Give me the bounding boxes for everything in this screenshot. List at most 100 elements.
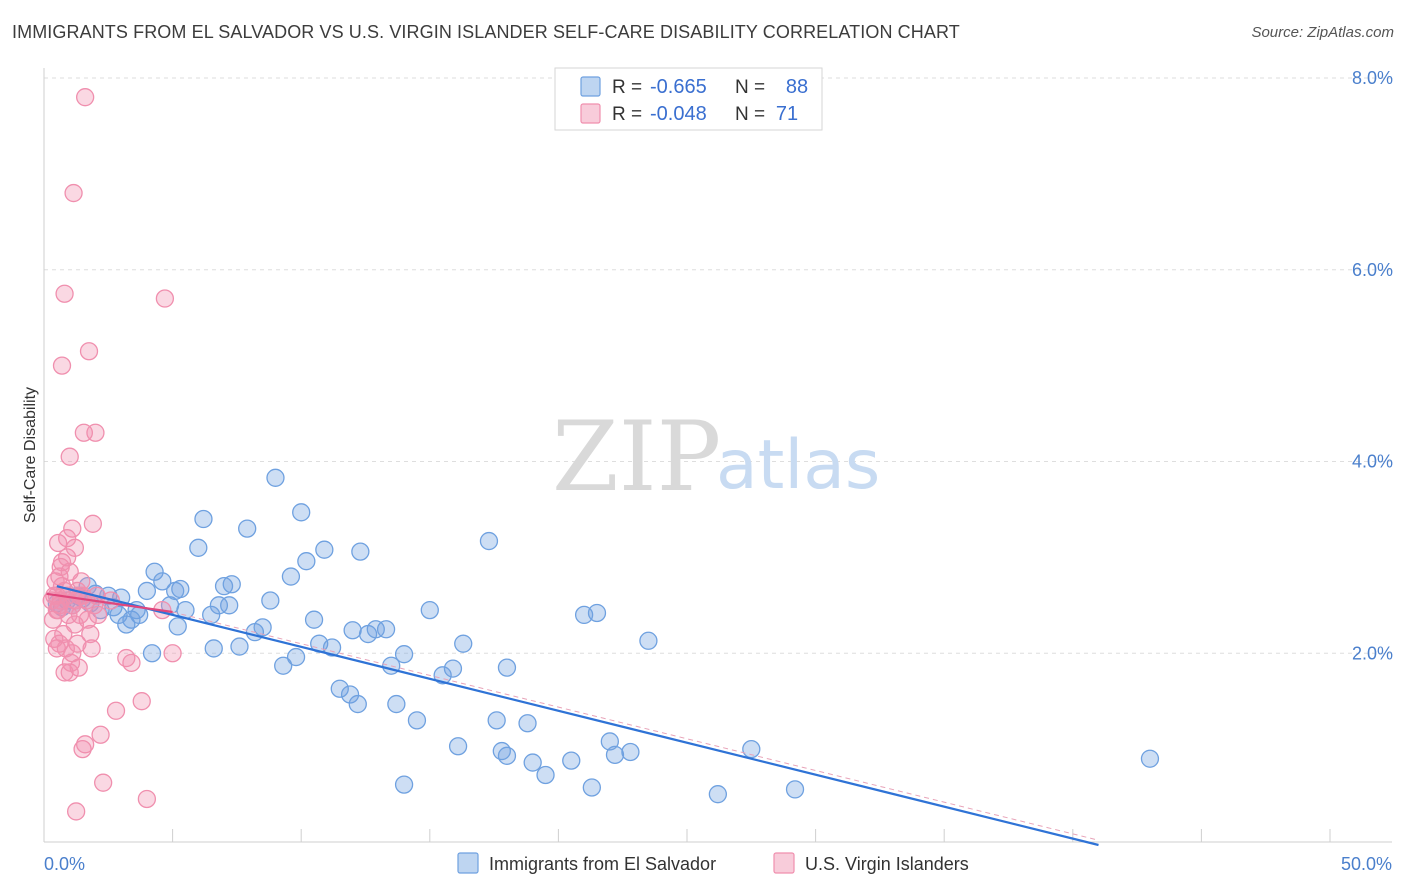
data-point <box>497 746 517 765</box>
data-point <box>343 621 362 640</box>
watermark: ZIP atlas <box>552 401 880 513</box>
gridlines <box>44 77 1392 654</box>
data-point <box>142 644 162 663</box>
data-point <box>600 732 619 751</box>
data-point <box>407 711 427 730</box>
series-virgin-islanders-points <box>42 88 182 821</box>
data-point <box>67 802 86 821</box>
data-point <box>82 639 101 658</box>
data-point <box>55 284 74 303</box>
data-point <box>209 596 229 615</box>
data-point <box>204 639 223 658</box>
x-tick-label-min: 0.0% <box>44 854 85 874</box>
data-point <box>304 610 324 629</box>
data-point <box>621 742 640 762</box>
data-point <box>83 514 103 533</box>
data-point <box>443 659 463 678</box>
data-point <box>163 644 182 663</box>
data-point <box>497 658 517 677</box>
legend-swatch-virgin-islanders <box>773 852 795 874</box>
stats-r-label-2: R = <box>612 104 642 125</box>
trend-line <box>56 585 1099 847</box>
data-point <box>292 503 311 522</box>
data-point <box>518 714 537 733</box>
data-point <box>394 645 414 664</box>
data-point <box>52 553 72 572</box>
data-point <box>73 739 92 759</box>
data-point <box>60 447 79 466</box>
source-label: Source: ZipAtlas.com <box>1251 24 1394 41</box>
data-point <box>81 624 100 644</box>
data-point <box>171 579 190 599</box>
data-point <box>86 423 105 442</box>
data-point <box>266 468 285 487</box>
data-point <box>274 656 293 675</box>
data-point <box>708 785 728 804</box>
stats-r-value-2: -0.048 <box>650 103 707 125</box>
data-point <box>50 567 69 586</box>
data-point <box>340 685 360 704</box>
data-point <box>253 618 272 637</box>
data-point <box>145 562 164 581</box>
data-point <box>562 751 581 770</box>
data-point <box>487 711 506 730</box>
data-point <box>194 509 213 529</box>
data-point <box>448 737 468 756</box>
y-tick-label: 2.0% <box>1352 643 1393 663</box>
y-tick-label: 4.0% <box>1352 452 1393 472</box>
data-point <box>387 694 406 714</box>
data-point <box>68 634 87 653</box>
y-tick-label: 6.0% <box>1352 260 1393 280</box>
data-point <box>281 567 301 586</box>
stats-n-value-2: 71 <box>776 103 798 125</box>
data-point <box>63 519 82 538</box>
y-tick-labels: 2.0% 4.0% 6.0% 8.0% <box>1352 68 1393 663</box>
data-point <box>52 356 72 375</box>
legend-label-el-salvador: Immigrants from El Salvador <box>489 854 716 874</box>
data-point <box>366 620 385 639</box>
data-point <box>582 778 601 797</box>
x-tick-label-max: 50.0% <box>1341 854 1392 874</box>
watermark-atlas: atlas <box>716 426 880 505</box>
data-point <box>45 629 64 649</box>
data-point <box>454 634 473 653</box>
trend-line <box>46 592 173 614</box>
data-point <box>72 572 91 591</box>
data-point <box>394 775 414 794</box>
data-point <box>605 745 625 765</box>
data-point <box>106 701 126 720</box>
data-point <box>222 575 241 594</box>
data-point <box>94 773 113 792</box>
stats-legend-swatch-blue <box>580 76 601 97</box>
stats-r-value-1: -0.665 <box>650 76 707 98</box>
data-point <box>189 538 208 557</box>
stats-r-label-1: R = <box>612 77 642 98</box>
trend-line-extension <box>172 611 1099 841</box>
data-point <box>348 694 367 714</box>
data-point <box>238 519 257 538</box>
data-point <box>587 603 607 623</box>
data-point <box>1140 749 1160 768</box>
chart-title: IMMIGRANTS FROM EL SALVADOR VS U.S. VIRG… <box>12 22 960 42</box>
data-point <box>55 663 74 682</box>
stats-legend: R = -0.665 N = 88 R = -0.048 N = 71 <box>554 67 823 131</box>
legend-swatch-el-salvador <box>457 852 479 874</box>
data-point <box>785 780 805 799</box>
x-tick-marks <box>43 829 1331 842</box>
data-point <box>155 289 175 308</box>
data-point <box>76 88 95 107</box>
stats-n-label-1: N = <box>735 77 765 98</box>
data-point <box>286 647 306 667</box>
data-point <box>137 581 157 601</box>
trend-lines <box>46 585 1099 847</box>
data-point <box>376 620 396 639</box>
data-point <box>479 531 499 551</box>
data-point <box>63 644 82 663</box>
data-point <box>523 753 542 772</box>
series-legend: Immigrants from El Salvador U.S. Virgin … <box>457 852 969 874</box>
data-point <box>122 653 141 672</box>
data-point <box>137 789 157 809</box>
data-point <box>261 591 280 610</box>
watermark-zip: ZIP <box>552 401 721 513</box>
